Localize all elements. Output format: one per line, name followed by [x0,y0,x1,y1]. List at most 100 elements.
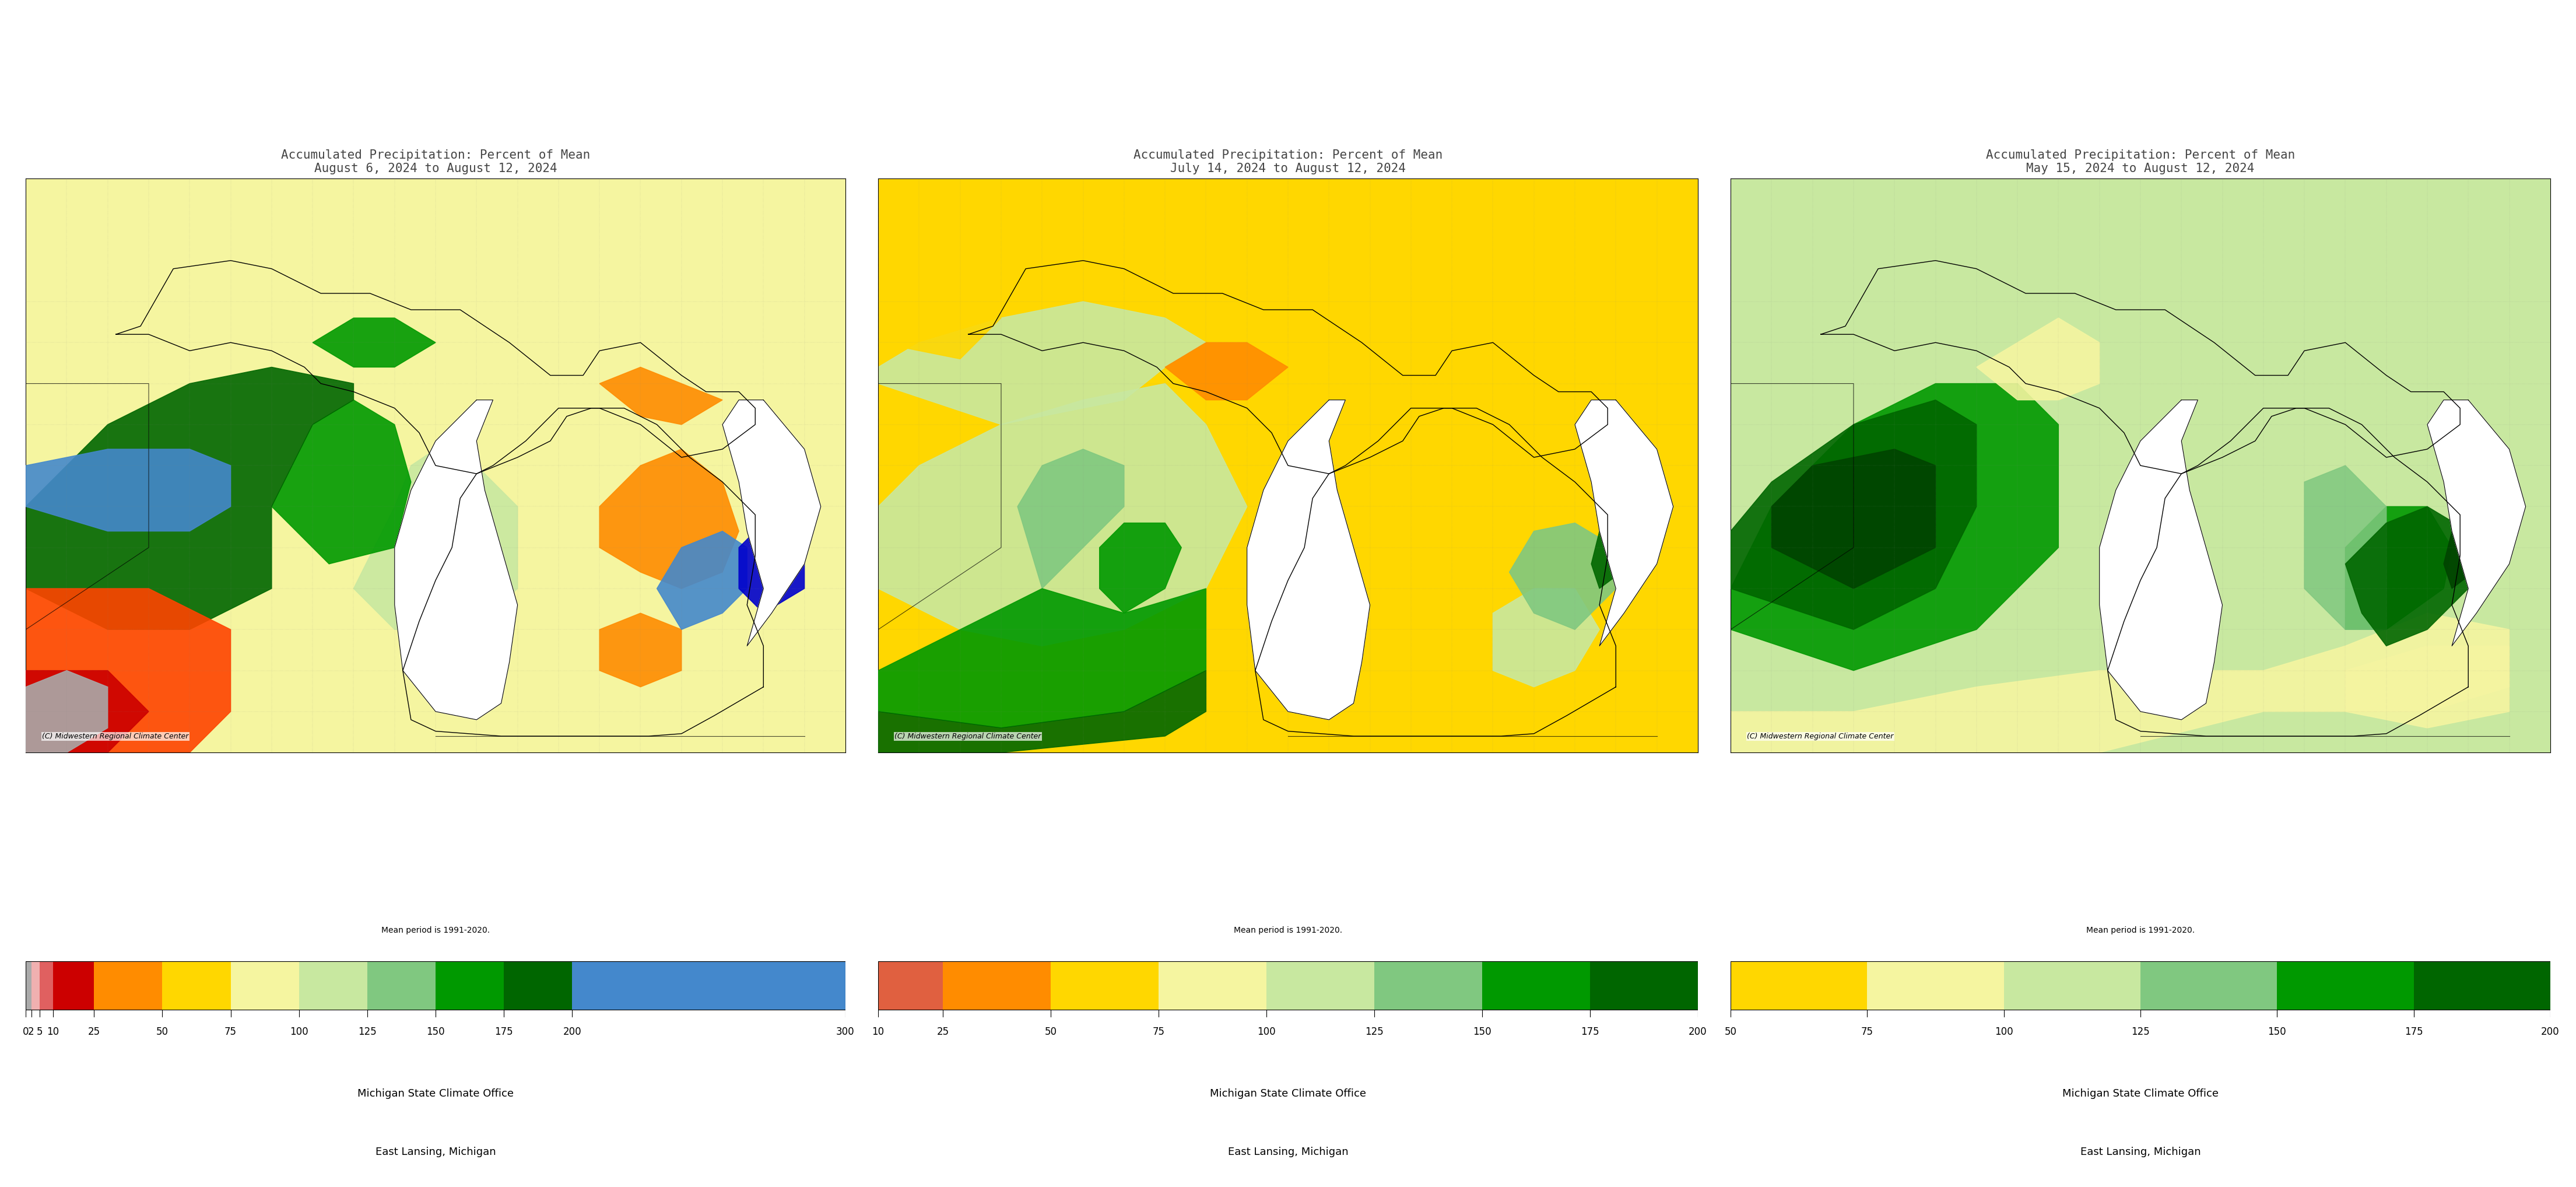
Title: Accumulated Precipitation: Percent of Mean
August 6, 2024 to August 12, 2024: Accumulated Precipitation: Percent of Me… [281,150,590,174]
Bar [1373,961,1481,1010]
Polygon shape [1164,343,1288,400]
Text: 200: 200 [1690,1027,1708,1037]
Bar [54,961,95,1010]
Bar [2414,961,2550,1010]
Text: 200: 200 [2540,1027,2561,1037]
Text: Mean period is 1991-2020.: Mean period is 1991-2020. [381,926,489,934]
Bar [95,961,162,1010]
Bar [26,961,31,1010]
Text: 50: 50 [157,1027,167,1037]
Polygon shape [26,671,149,753]
Text: Michigan State Climate Office: Michigan State Climate Office [2063,1088,2218,1099]
Polygon shape [878,285,1002,358]
Text: 5: 5 [36,1027,41,1037]
Text: (C) Midwestern Regional Climate Center: (C) Midwestern Regional Climate Center [894,732,1041,741]
Text: 150: 150 [428,1027,446,1037]
Text: Mean period is 1991-2020.: Mean period is 1991-2020. [1234,926,1342,934]
Polygon shape [2427,400,2524,646]
Text: 10: 10 [873,1027,884,1037]
Bar [162,961,232,1010]
Text: 150: 150 [1473,1027,1492,1037]
Polygon shape [878,671,1206,753]
Bar [505,961,572,1010]
Bar [878,961,943,1010]
Polygon shape [878,178,1698,753]
Bar [435,961,505,1010]
Bar [2004,961,2141,1010]
Bar [232,961,299,1010]
Bar [368,961,435,1010]
Polygon shape [600,449,739,589]
Polygon shape [312,318,435,367]
Text: 0: 0 [23,1027,28,1037]
Text: 50: 50 [1723,1027,1736,1037]
Text: 50: 50 [1046,1027,1056,1037]
Polygon shape [1731,614,2509,753]
Bar [31,961,39,1010]
Polygon shape [1772,449,1935,589]
Bar [1051,961,1159,1010]
Text: (C) Midwestern Regional Climate Center: (C) Midwestern Regional Climate Center [41,732,188,741]
Text: 150: 150 [2267,1027,2287,1037]
Bar [1267,961,1373,1010]
Polygon shape [1731,178,2550,753]
Text: 25: 25 [88,1027,100,1037]
Polygon shape [1018,449,1123,589]
Text: 100: 100 [1994,1027,2012,1037]
Polygon shape [1494,589,1600,687]
Bar [1159,961,1267,1010]
Text: 175: 175 [2403,1027,2424,1037]
Polygon shape [1976,318,2099,400]
Polygon shape [270,400,412,564]
Text: 100: 100 [1257,1027,1275,1037]
Polygon shape [878,589,1206,728]
Bar [1481,961,1589,1010]
Text: 75: 75 [1151,1027,1164,1037]
Text: 175: 175 [495,1027,513,1037]
Bar [1589,961,1698,1010]
Polygon shape [26,178,845,753]
Polygon shape [394,400,518,719]
Polygon shape [2344,507,2452,629]
Polygon shape [878,383,1247,646]
Polygon shape [600,614,683,687]
Polygon shape [353,449,518,629]
Text: (C) Midwestern Regional Climate Center: (C) Midwestern Regional Climate Center [1747,732,1893,741]
Polygon shape [2445,507,2509,589]
Text: 125: 125 [1365,1027,1383,1037]
Text: 125: 125 [2130,1027,2151,1037]
Bar [26,961,845,1010]
Polygon shape [878,301,1206,425]
Polygon shape [721,400,822,646]
Text: 2: 2 [28,1027,33,1037]
Bar [2277,961,2414,1010]
Title: Accumulated Precipitation: Percent of Mean
July 14, 2024 to August 12, 2024: Accumulated Precipitation: Percent of Me… [1133,150,1443,174]
Text: 75: 75 [224,1027,237,1037]
Polygon shape [2344,507,2468,646]
Bar [943,961,1051,1010]
Bar [299,961,368,1010]
Polygon shape [739,523,804,614]
Polygon shape [657,531,747,629]
Polygon shape [1592,507,1656,589]
Polygon shape [1731,383,2058,671]
Text: 200: 200 [564,1027,582,1037]
Polygon shape [2306,465,2385,629]
Title: Accumulated Precipitation: Percent of Mean
May 15, 2024 to August 12, 2024: Accumulated Precipitation: Percent of Me… [1986,150,2295,174]
Bar [39,961,54,1010]
Polygon shape [26,671,108,753]
Bar [1868,961,2004,1010]
Polygon shape [26,589,232,753]
Text: East Lansing, Michigan: East Lansing, Michigan [2081,1147,2200,1157]
Bar [572,961,845,1010]
Bar [1731,961,2550,1010]
Text: 100: 100 [289,1027,309,1037]
Text: 75: 75 [1860,1027,1873,1037]
Bar [2141,961,2277,1010]
Polygon shape [1510,523,1615,629]
Polygon shape [1100,523,1182,614]
Text: East Lansing, Michigan: East Lansing, Michigan [1229,1147,1347,1157]
Polygon shape [26,449,232,531]
Polygon shape [26,367,353,629]
Polygon shape [600,367,721,425]
